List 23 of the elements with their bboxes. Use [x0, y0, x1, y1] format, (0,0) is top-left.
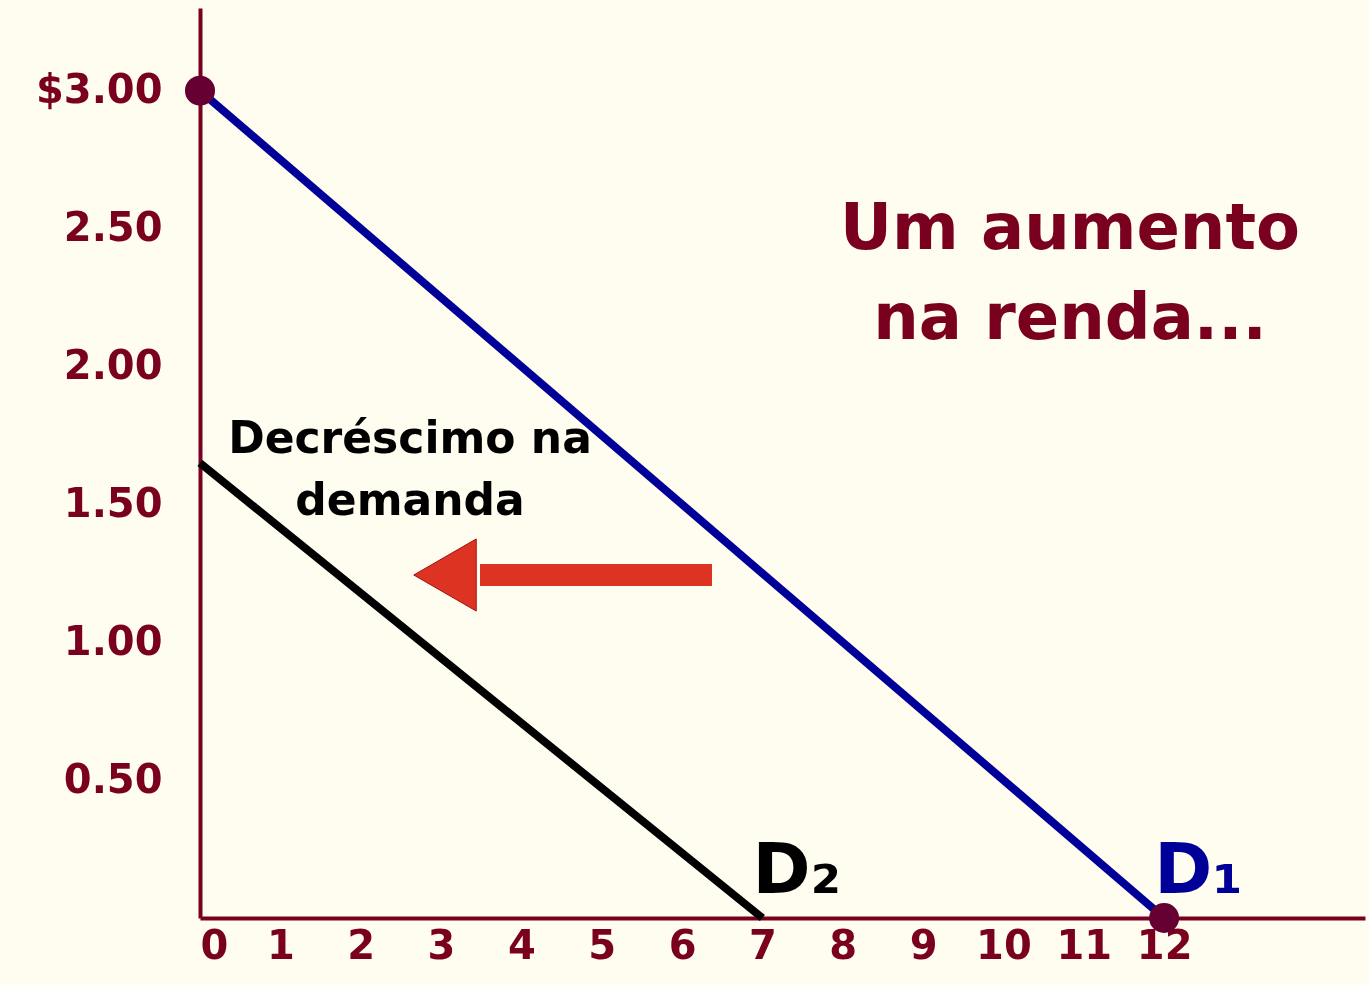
y-tick-label: 2.00 [63, 341, 163, 388]
x-tick-label: 8 [829, 921, 858, 968]
x-tick-label: 9 [909, 921, 938, 968]
annotation: Um aumento na renda... [840, 190, 1300, 354]
x-tick-label: 4 [507, 921, 536, 968]
annotation: Decréscimo na demanda [228, 412, 592, 525]
x-tick-label: 7 [748, 921, 777, 968]
x-tick-label: 2 [347, 921, 376, 968]
x-tick-label: 10 [976, 921, 1032, 968]
y-tick-label: 1.50 [63, 479, 163, 526]
series-label: D₁ [1154, 828, 1243, 910]
series-label: D₂ [752, 828, 842, 910]
x-tick-label: 1 [266, 921, 295, 968]
y-tick-label: 2.50 [63, 204, 163, 251]
x-tick-label: 0 [200, 921, 229, 968]
x-tick-label: 6 [668, 921, 697, 968]
x-tick-label: 3 [427, 921, 456, 968]
x-tick-label: 12 [1136, 921, 1193, 968]
y-tick-label: 1.00 [63, 617, 163, 664]
y-tick-label: $3.00 [35, 66, 163, 113]
x-tick-label: 11 [1056, 921, 1113, 968]
y-tick-label: 0.50 [63, 755, 163, 802]
x-tick-label: 5 [588, 921, 617, 968]
